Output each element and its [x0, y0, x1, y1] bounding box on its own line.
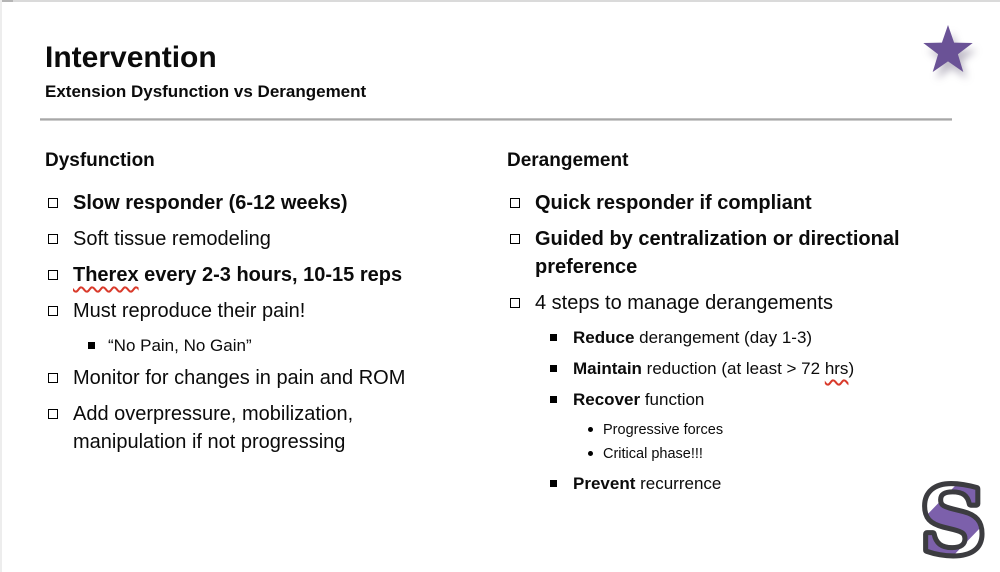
list-subitem: Prevent recurrence — [507, 471, 952, 497]
list-item-text: reduction (at least > 72 — [641, 359, 825, 378]
list-subitem: Maintain reduction (at least > 72 hrs) — [507, 356, 952, 382]
star-icon — [922, 24, 974, 74]
header-divider-line — [40, 118, 952, 121]
list-item: Add overpressure, mobilization, manipula… — [45, 400, 445, 456]
list-item-text: Quick responder if compliant — [535, 192, 812, 214]
filled-square-bullet-icon — [550, 396, 557, 403]
filled-square-bullet-icon — [550, 480, 557, 487]
list-item-text: recurrence — [635, 474, 722, 493]
collegiate-s-logo: S S S — [909, 463, 997, 572]
list-item: 4 steps to manage derangements — [507, 289, 952, 317]
filled-square-bullet-icon — [550, 334, 557, 341]
list-item-text: Monitor for changes in pain and ROM — [73, 367, 406, 389]
dysfunction-heading: Dysfunction — [45, 150, 155, 171]
list-item-text: Add overpressure, mobilization, manipula… — [73, 403, 354, 453]
list-subitem: Recover function — [507, 387, 952, 413]
round-bullet-icon — [588, 451, 593, 456]
round-bullet-icon — [588, 427, 593, 432]
list-item-text: “No Pain, No Gain” — [108, 336, 252, 355]
dysfunction-list: Slow responder (6-12 weeks) Soft tissue … — [45, 189, 445, 456]
list-item-text: Progressive forces — [603, 422, 724, 438]
list-subsubitem: Progressive forces — [507, 418, 952, 442]
list-item: Guided by centralization or directional … — [507, 225, 952, 281]
list-item-text: ) — [848, 359, 855, 378]
slide-title: Intervention — [45, 41, 217, 74]
list-item-text: Soft tissue remodeling — [73, 228, 271, 250]
hollow-square-bullet-icon — [48, 306, 58, 316]
slide-top-edge — [0, 0, 1000, 2]
star-shape — [923, 25, 973, 72]
list-subitem: Reduce derangement (day 1-3) — [507, 325, 952, 351]
emphasized-word: Prevent — [573, 474, 636, 493]
list-item-text: Slow responder (6-12 weeks) — [73, 192, 348, 214]
hollow-square-bullet-icon — [48, 234, 58, 244]
hollow-square-bullet-icon — [510, 234, 520, 244]
hollow-square-bullet-icon — [510, 298, 520, 308]
list-item: Therex every 2-3 hours, 10-15 reps — [45, 261, 445, 289]
derangement-heading: Derangement — [507, 150, 629, 171]
list-item-text: Guided by centralization or directional … — [535, 228, 900, 278]
hollow-square-bullet-icon — [48, 198, 58, 208]
list-item: Monitor for changes in pain and ROM — [45, 364, 445, 392]
filled-square-bullet-icon — [88, 342, 95, 349]
slide-subtitle: Extension Dysfunction vs Derangement — [45, 82, 367, 101]
filled-square-bullet-icon — [550, 365, 557, 372]
hollow-square-bullet-icon — [48, 373, 58, 383]
misspelled-word: hrs — [824, 359, 849, 378]
emphasized-word: Maintain — [573, 359, 642, 378]
dysfunction-column: Dysfunction Slow responder (6-12 weeks) … — [45, 150, 445, 464]
list-item-text: function — [640, 390, 705, 409]
hollow-square-bullet-icon — [510, 198, 520, 208]
list-subitem: “No Pain, No Gain” — [45, 333, 445, 359]
list-item-text: derangement (day 1-3) — [634, 328, 813, 347]
logo-letter-inner-stroke: S — [920, 477, 986, 567]
slide-left-edge — [0, 0, 2, 572]
list-item-text: Must reproduce their pain! — [73, 300, 306, 322]
logo-diagonal-band — [919, 477, 987, 567]
emphasized-word: Recover — [573, 390, 641, 409]
hollow-square-bullet-icon — [48, 409, 58, 419]
list-item-text: every 2-3 hours, 10-15 reps — [138, 264, 403, 286]
list-item: Must reproduce their pain! — [45, 297, 445, 325]
hollow-square-bullet-icon — [48, 270, 58, 280]
list-item: Slow responder (6-12 weeks) — [45, 189, 445, 217]
list-item: Soft tissue remodeling — [45, 225, 445, 253]
derangement-column: Derangement Quick responder if compliant… — [507, 150, 952, 502]
slide-top-edge-corner — [0, 0, 13, 2]
list-item-text: 4 steps to manage derangements — [535, 292, 833, 314]
list-item: Quick responder if compliant — [507, 189, 952, 217]
list-item-text: Critical phase!!! — [603, 446, 703, 462]
emphasized-word: Reduce — [573, 328, 635, 347]
list-subsubitem: Critical phase!!! — [507, 442, 952, 466]
slide-header: Intervention Extension Dysfunction vs De… — [45, 40, 366, 102]
derangement-list: Quick responder if compliant Guided by c… — [507, 189, 952, 497]
misspelled-word: Therex — [73, 264, 139, 286]
